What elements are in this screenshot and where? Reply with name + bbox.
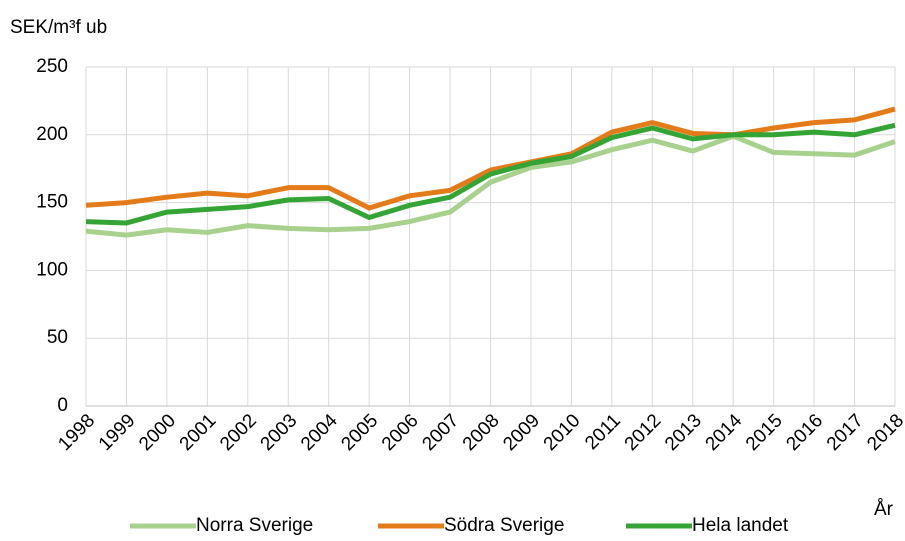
- x-tick-label: 2005: [337, 410, 382, 455]
- y-tick-label: 150: [36, 192, 68, 213]
- y-tick-label: 50: [47, 327, 68, 348]
- x-tick-label: 2016: [782, 410, 827, 455]
- x-tick-label: 2018: [863, 410, 905, 455]
- x-tick-label: 2000: [135, 410, 180, 455]
- y-tick-label: 100: [36, 259, 68, 280]
- x-tick-label: 2013: [661, 410, 706, 455]
- y-tick-label: 0: [57, 395, 68, 416]
- x-tick-label: 2003: [257, 410, 302, 455]
- x-axis-label: År: [874, 499, 894, 520]
- y-tick-label: 250: [36, 56, 68, 77]
- x-tick-label: 1998: [54, 410, 99, 455]
- x-tick-label: 2010: [540, 410, 585, 455]
- legend-label: Norra Sverige: [196, 515, 313, 536]
- x-tick-label: 2015: [742, 410, 787, 455]
- y-tick-label: 200: [36, 124, 68, 145]
- x-tick-label: 2006: [378, 410, 423, 455]
- series-line: [85, 106, 896, 211]
- legend-label: Hela landet: [692, 515, 789, 536]
- y-axis-label: SEK/m³f ub: [10, 17, 107, 38]
- x-tick-label: 2002: [216, 410, 261, 455]
- x-tick-label: 2009: [499, 410, 544, 455]
- legend-label: Södra Sverige: [444, 515, 564, 536]
- x-tick-label: 2007: [418, 410, 463, 455]
- x-tick-label: 2011: [581, 410, 625, 454]
- series-line: [85, 133, 896, 238]
- x-tick-label: 2012: [621, 410, 666, 455]
- x-tick-label: 2017: [823, 410, 868, 455]
- series-line: [85, 122, 896, 226]
- x-tick-label: 1999: [95, 410, 140, 455]
- x-tick-label: 2001: [176, 410, 221, 455]
- x-tick-label: 2008: [459, 410, 504, 455]
- x-tick-label: 2014: [702, 410, 747, 455]
- x-tick-label: 2004: [297, 410, 342, 455]
